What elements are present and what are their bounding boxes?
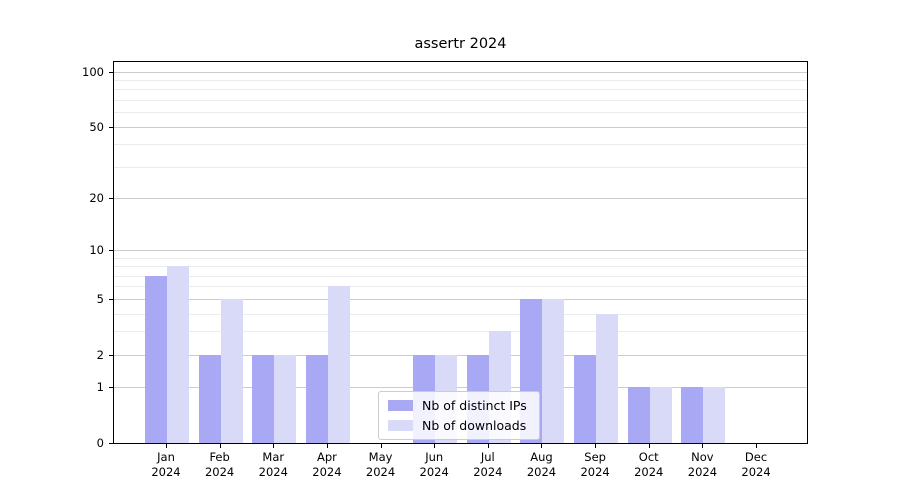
gridline-minor-30 xyxy=(114,166,807,168)
x-tick-label-Oct: Oct 2024 xyxy=(634,450,664,479)
gridline-minor-9 xyxy=(114,257,807,259)
gridline-minor-70 xyxy=(114,100,807,102)
y-tick-label-1: 1 xyxy=(96,380,104,395)
y-tick-2 xyxy=(109,354,113,356)
gridline-minor-60 xyxy=(114,112,807,114)
y-tick-20 xyxy=(109,198,113,200)
gridline-major-50 xyxy=(114,126,807,128)
gridline-major-10 xyxy=(114,250,807,252)
x-tick-label-Sep: Sep 2024 xyxy=(580,450,610,479)
x-tick-label-Apr: Apr 2024 xyxy=(312,450,342,479)
x-tick-Nov xyxy=(702,444,704,448)
y-tick-10 xyxy=(109,250,113,252)
x-tick-Sep xyxy=(595,444,597,448)
x-tick-Jun xyxy=(434,444,436,448)
bar-distinct-ips-Nov xyxy=(681,387,704,443)
bar-distinct-ips-Mar xyxy=(252,354,275,443)
x-tick-label-May: May 2024 xyxy=(365,450,396,479)
y-tick-1 xyxy=(109,387,113,389)
gridline-minor-40 xyxy=(114,144,807,146)
gridline-minor-4 xyxy=(114,313,807,315)
bar-distinct-ips-Jan xyxy=(145,275,167,443)
bar-distinct-ips-Feb xyxy=(198,354,221,443)
legend-item-distinct-ips: Nb of distinct IPs xyxy=(388,398,527,413)
gridline-minor-7 xyxy=(114,275,807,277)
gridline-major-20 xyxy=(114,198,807,200)
bar-downloads-Mar xyxy=(274,354,297,443)
y-tick-label-50: 50 xyxy=(89,119,104,134)
x-tick-label-Feb: Feb 2024 xyxy=(204,450,235,479)
legend-swatch-distinct-ips xyxy=(388,400,413,411)
x-tick-label-Aug: Aug 2024 xyxy=(526,450,557,479)
legend-label-downloads: Nb of downloads xyxy=(422,418,527,433)
y-tick-label-10: 10 xyxy=(89,243,104,258)
plot-area: Nb of distinct IPs Nb of downloads xyxy=(113,61,808,444)
x-tick-label-Jan: Jan 2024 xyxy=(151,450,181,479)
y-tick-label-100: 100 xyxy=(82,64,104,79)
bar-downloads-Apr xyxy=(327,286,350,443)
legend-label-distinct-ips: Nb of distinct IPs xyxy=(422,398,527,413)
bar-distinct-ips-Sep xyxy=(574,354,597,443)
bar-downloads-Aug xyxy=(542,298,565,443)
x-tick-label-Mar: Mar 2024 xyxy=(258,450,288,479)
bar-distinct-ips-Apr xyxy=(305,354,328,443)
chart-title: assertr 2024 xyxy=(414,36,507,52)
legend-item-downloads: Nb of downloads xyxy=(388,418,527,433)
gridline-major-1 xyxy=(114,387,807,389)
y-tick-label-2: 2 xyxy=(96,347,104,362)
y-tick-label-20: 20 xyxy=(89,191,104,206)
y-tick-5 xyxy=(109,298,113,300)
x-tick-Jan xyxy=(166,444,167,448)
gridline-major-100 xyxy=(114,71,807,73)
x-tick-Dec xyxy=(756,444,758,448)
gridline-minor-6 xyxy=(114,286,807,288)
legend-swatch-downloads xyxy=(388,420,413,431)
gridline-major-5 xyxy=(114,298,807,300)
x-tick-Apr xyxy=(326,444,328,448)
legend: Nb of distinct IPs Nb of downloads xyxy=(378,391,540,440)
y-tick-100 xyxy=(109,71,113,73)
gridline-minor-80 xyxy=(114,89,807,91)
x-tick-Aug xyxy=(541,444,543,448)
gridline-minor-8 xyxy=(114,266,807,268)
y-tick-0 xyxy=(109,443,113,444)
x-tick-Jul xyxy=(487,444,489,448)
bar-distinct-ips-Oct xyxy=(627,387,650,443)
x-tick-label-Jul: Jul 2024 xyxy=(473,450,503,479)
y-tick-50 xyxy=(109,126,113,128)
x-tick-Mar xyxy=(273,444,275,448)
y-tick-label-5: 5 xyxy=(96,291,104,306)
x-tick-label-Jun: Jun 2024 xyxy=(419,450,449,479)
gridline-major-2 xyxy=(114,354,807,356)
y-tick-label-0: 0 xyxy=(96,436,104,450)
x-tick-label-Nov: Nov 2024 xyxy=(687,450,718,479)
bar-downloads-Nov xyxy=(703,387,726,443)
x-tick-Oct xyxy=(648,444,650,448)
gridline-minor-90 xyxy=(114,80,807,82)
gridline-minor-3 xyxy=(114,331,807,333)
bar-downloads-Sep xyxy=(596,313,619,443)
bar-downloads-Oct xyxy=(649,387,672,443)
x-tick-Feb xyxy=(219,444,221,448)
bar-downloads-Feb xyxy=(220,298,243,443)
x-tick-label-Dec: Dec 2024 xyxy=(741,450,771,479)
bar-downloads-Jan xyxy=(167,266,189,443)
x-tick-May xyxy=(380,444,382,448)
